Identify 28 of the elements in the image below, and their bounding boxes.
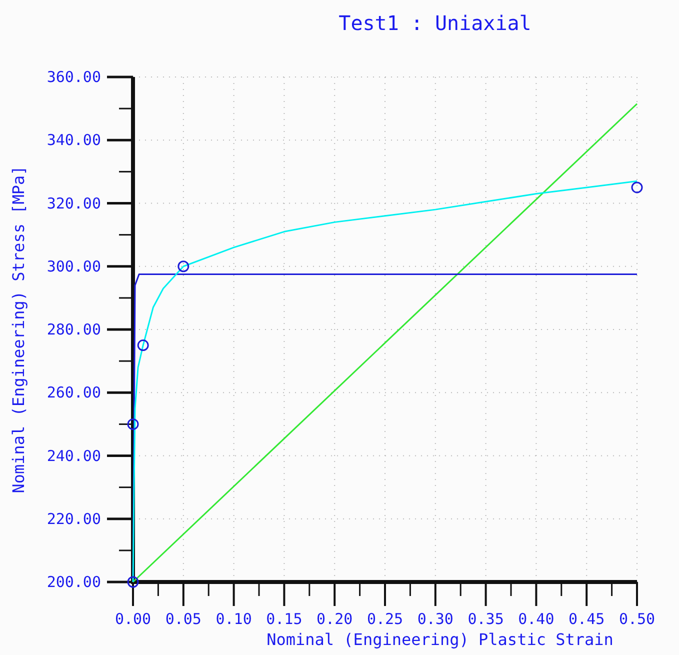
y-tick-label: 200.00 — [46, 573, 101, 591]
y-tick-label: 300.00 — [46, 257, 101, 276]
chart-title: Test1 : Uniaxial — [338, 11, 532, 35]
point — [127, 418, 139, 430]
x-tick-label: 0.40 — [518, 610, 554, 628]
point — [178, 260, 190, 272]
x-tick-label: 0.00 — [114, 610, 152, 628]
x-tick-label: 0.20 — [316, 610, 353, 628]
x-tick-label: 0.35 — [468, 610, 504, 628]
x-axis-title: Nominal (Engineering) Plastic Strain — [266, 630, 614, 649]
y-tick-label: 260.00 — [46, 384, 101, 402]
y-tick-label: 360.00 — [46, 68, 101, 86]
y-tick-label: 340.00 — [46, 131, 101, 150]
x-tick-label: 0.15 — [266, 610, 302, 628]
y-tick-label: 320.00 — [46, 194, 101, 212]
y-tick-label: 280.00 — [46, 320, 101, 338]
y-axis-title: Nominal (Engineering) Stress [MPa] — [9, 166, 28, 494]
x-tick-label: 0.45 — [568, 610, 605, 628]
point — [137, 340, 149, 352]
x-tick-label: 0.25 — [366, 610, 404, 628]
y-tick-label: 220.00 — [46, 510, 101, 528]
y-tick-label: 240.00 — [46, 446, 101, 465]
point — [631, 182, 643, 194]
x-tick-label: 0.50 — [618, 610, 656, 628]
x-tick-label: 0.10 — [216, 610, 252, 628]
x-tick-label: 0.30 — [417, 610, 454, 628]
point — [127, 576, 139, 588]
x-tick-label: 0.05 — [165, 610, 202, 628]
